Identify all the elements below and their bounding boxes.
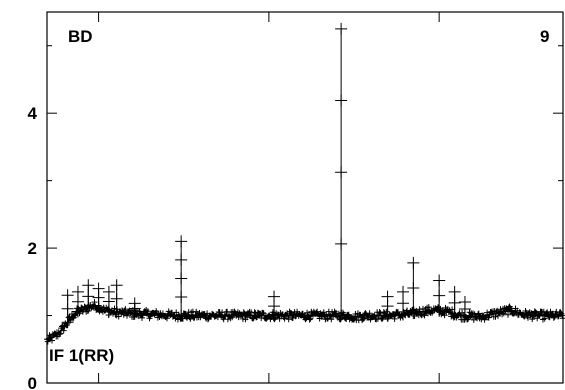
- spike-marker: [175, 253, 188, 266]
- spike-marker: [397, 308, 410, 321]
- y-tick-label: 0: [28, 374, 37, 390]
- spike-marker: [433, 289, 446, 302]
- plot-area: [44, 22, 565, 345]
- spike-marker: [128, 297, 141, 310]
- spike-marker: [71, 285, 84, 298]
- spike-marker: [433, 304, 446, 317]
- spike-marker: [335, 166, 348, 179]
- spike-marker: [335, 22, 348, 35]
- y-tick-labels: 0 2 4: [28, 104, 38, 390]
- spike-marker: [335, 309, 348, 322]
- axis-ticks: [47, 12, 563, 384]
- spike-marker: [175, 235, 188, 248]
- y-tick-label: 4: [28, 104, 38, 123]
- spike-marker: [448, 285, 461, 298]
- spike-marker: [82, 301, 95, 314]
- annotation-top-left: BD: [68, 27, 93, 46]
- spike-marker: [175, 272, 188, 285]
- spike-marker: [335, 237, 348, 250]
- spike-marker: [82, 279, 95, 292]
- spike-marker: [110, 279, 123, 292]
- spike-marker: [433, 274, 446, 287]
- spike-marker: [407, 307, 420, 320]
- spike-marker: [110, 292, 123, 305]
- spike-marker: [407, 282, 420, 295]
- spike-marker: [381, 290, 394, 303]
- spike-marker: [61, 316, 74, 329]
- spike-marker: [448, 296, 461, 309]
- spike-marker: [175, 309, 188, 322]
- spike-marker: [268, 290, 281, 303]
- plot-frame: [46, 11, 564, 384]
- spike-marker: [61, 302, 74, 315]
- y-tick-label: 2: [28, 239, 37, 258]
- spike-marker: [407, 256, 420, 269]
- spike-marker: [448, 307, 461, 320]
- spike-marker: [397, 285, 410, 298]
- spike-marker: [110, 306, 123, 319]
- spike-marker: [397, 297, 410, 310]
- spike-marker: [102, 285, 115, 298]
- annotation-bottom-left: IF 1(RR): [49, 346, 114, 365]
- spike-marker: [335, 94, 348, 107]
- spike-marker: [61, 289, 74, 302]
- spike-marker: [458, 296, 471, 309]
- annotation-top-right: 9: [540, 27, 549, 46]
- spike-marker: [92, 282, 105, 295]
- spike-marker: [82, 290, 95, 303]
- spike-marker: [175, 290, 188, 303]
